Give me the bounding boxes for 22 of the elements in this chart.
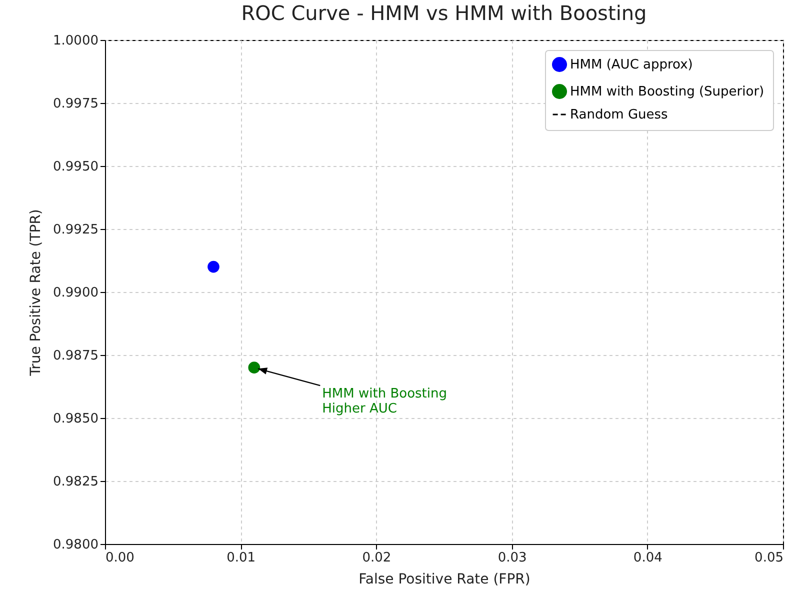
x-axis-title: False Positive Rate (FPR) [358,572,530,588]
x-tick-label: 0.00 [106,550,134,566]
y-tick-label: 0.9925 [53,222,98,238]
legend-label: Random Guess [570,108,668,122]
y-tick-label: 1.0000 [53,34,98,48]
chart-title: ROC Curve - HMM vs HMM with Boosting [241,1,647,25]
annotation: HMM with Boosting Higher AUC [322,386,448,417]
x-tick-label: 0.03 [498,550,527,566]
legend-label: HMM (AUC approx) [570,58,693,72]
x-tick-label: 0.02 [362,550,392,566]
x-tick-label: 0.05 [754,550,784,566]
y-tick-label: 0.9975 [53,96,98,112]
x-tick-label: 0.04 [633,550,662,566]
x-tick-label: 0.01 [226,550,256,566]
y-tick-label: 0.9850 [53,412,98,426]
legend-label: HMM with Boosting (Superior) [570,84,764,100]
y-tick-label: 0.9950 [53,160,98,174]
y-tick-label: 0.9800 [53,538,98,552]
y-axis-title: True Positive Rate (TPR) [28,209,44,377]
y-tick-label: 0.9825 [53,474,98,490]
y-tick-label: 0.9875 [53,348,98,364]
y-tick-label: 0.9900 [53,286,98,300]
